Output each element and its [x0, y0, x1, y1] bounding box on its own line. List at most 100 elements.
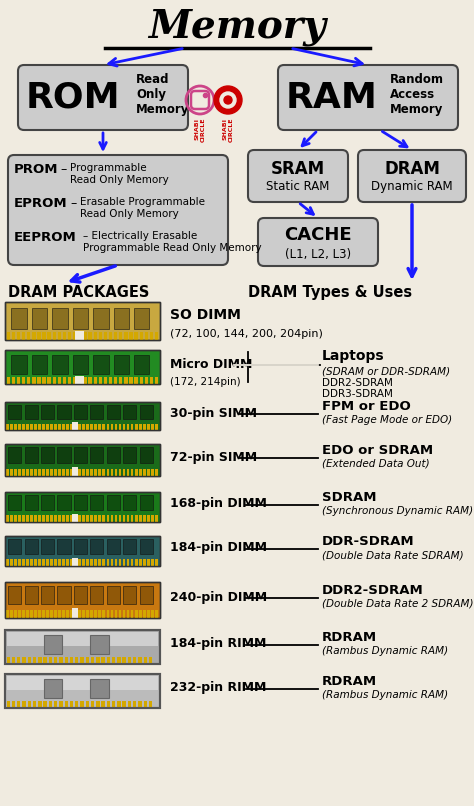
Bar	[25, 447, 38, 463]
Bar	[11, 308, 27, 329]
Bar	[139, 405, 153, 419]
Bar	[88, 377, 92, 384]
Bar	[73, 355, 88, 374]
Bar	[86, 515, 89, 522]
Bar	[155, 424, 158, 430]
Bar	[38, 469, 41, 476]
Bar	[12, 332, 15, 340]
Bar	[78, 332, 82, 340]
Bar	[54, 515, 57, 522]
Bar	[101, 701, 105, 708]
Bar	[8, 447, 21, 463]
Bar	[26, 610, 29, 618]
Bar	[135, 377, 138, 384]
Bar	[102, 424, 105, 430]
Bar	[42, 424, 45, 430]
Bar	[139, 539, 153, 554]
Bar	[74, 495, 87, 510]
Bar	[58, 515, 61, 522]
Bar	[7, 676, 158, 690]
Bar	[46, 610, 49, 618]
Bar	[42, 377, 46, 384]
Bar	[58, 610, 61, 618]
Bar	[110, 610, 113, 618]
Bar	[113, 355, 129, 374]
Bar	[38, 559, 41, 566]
Text: EPROM: EPROM	[14, 197, 68, 210]
Bar	[82, 469, 85, 476]
Bar	[93, 308, 109, 329]
Text: (Fast Page Mode or EDO): (Fast Page Mode or EDO)	[322, 415, 452, 425]
Text: SO DIMM: SO DIMM	[170, 308, 241, 322]
Bar	[155, 469, 158, 476]
Bar	[99, 469, 101, 476]
Text: 184-pin RIMM: 184-pin RIMM	[170, 638, 266, 650]
Bar	[127, 559, 129, 566]
Bar	[139, 447, 153, 463]
Bar	[99, 610, 101, 618]
Bar	[54, 559, 57, 566]
Bar	[82, 610, 85, 618]
Bar	[34, 515, 37, 522]
Bar	[46, 469, 49, 476]
Text: (72, 100, 144, 200, 204pin): (72, 100, 144, 200, 204pin)	[170, 329, 323, 339]
Text: 30-pin SIMM: 30-pin SIMM	[170, 406, 257, 419]
Bar	[10, 559, 13, 566]
Bar	[107, 515, 109, 522]
Bar	[122, 657, 126, 664]
Bar	[34, 424, 37, 430]
Bar	[18, 469, 21, 476]
Bar	[17, 332, 20, 340]
Bar	[27, 332, 30, 340]
Bar	[62, 515, 65, 522]
Bar	[30, 559, 33, 566]
Bar	[5, 444, 160, 476]
Bar	[82, 515, 85, 522]
Bar	[58, 332, 61, 340]
Bar	[74, 586, 87, 604]
Text: (Extended Data Out): (Extended Data Out)	[322, 459, 429, 469]
Bar	[59, 657, 63, 664]
Bar	[143, 424, 146, 430]
Bar	[119, 332, 122, 340]
Text: 184-pin DIMM: 184-pin DIMM	[170, 542, 267, 555]
Bar	[25, 539, 38, 554]
Bar	[7, 632, 158, 646]
Bar	[27, 701, 31, 708]
Bar	[70, 469, 73, 476]
Bar	[139, 610, 142, 618]
Bar	[14, 559, 17, 566]
Bar	[50, 469, 53, 476]
Bar	[102, 469, 105, 476]
Bar	[131, 559, 134, 566]
Bar	[138, 657, 142, 664]
Bar	[5, 630, 160, 664]
Bar	[18, 610, 21, 618]
Text: Micro DIMM: Micro DIMM	[170, 358, 252, 371]
Bar	[90, 586, 103, 604]
Bar	[46, 515, 49, 522]
Bar	[5, 582, 160, 618]
Bar	[128, 657, 131, 664]
Bar	[5, 350, 160, 384]
Bar	[123, 559, 126, 566]
Bar	[30, 515, 33, 522]
Bar	[64, 657, 68, 664]
Bar	[151, 559, 154, 566]
Bar	[37, 377, 41, 384]
Bar	[155, 332, 158, 340]
Bar	[53, 377, 56, 384]
Bar	[57, 539, 71, 554]
Bar	[42, 610, 45, 618]
Bar	[41, 495, 54, 510]
Bar	[123, 447, 137, 463]
Text: ROM: ROM	[26, 81, 120, 114]
Bar	[110, 424, 113, 430]
Bar	[66, 469, 69, 476]
Bar	[75, 657, 79, 664]
Text: CACHE: CACHE	[284, 226, 352, 244]
Bar	[119, 377, 122, 384]
Text: –: –	[70, 197, 76, 210]
Bar	[78, 610, 81, 618]
Text: (Rambus Dynamic RAM): (Rambus Dynamic RAM)	[322, 646, 448, 656]
